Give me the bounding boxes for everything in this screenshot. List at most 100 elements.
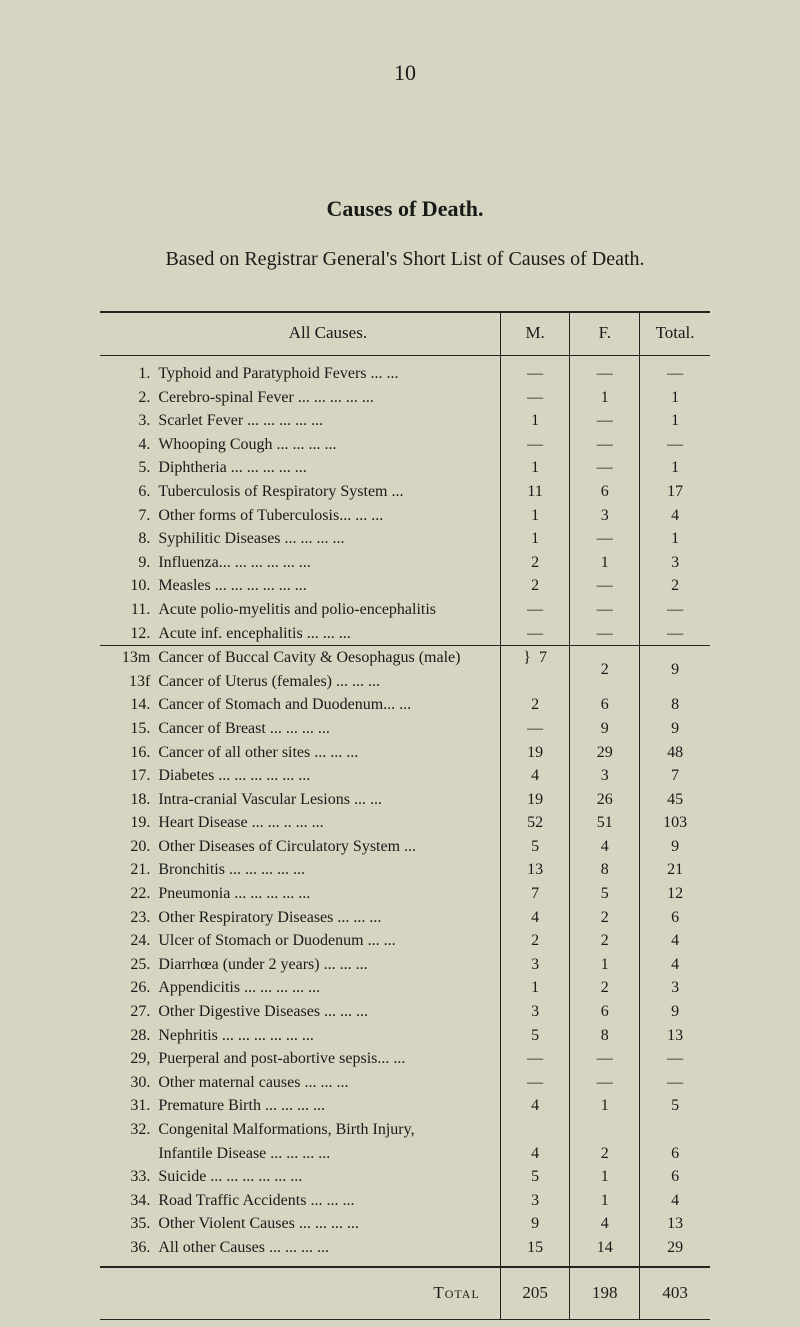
row-no: 31. <box>100 1094 154 1118</box>
table-row: 20.Other Diseases of Circulatory System … <box>100 835 710 859</box>
cell-f: — <box>570 456 640 480</box>
cell-f: 1 <box>570 1189 640 1213</box>
row-label: Puerperal and post-abortive sepsis... ..… <box>154 1047 500 1071</box>
cell-t: 1 <box>640 409 710 433</box>
row-no: 32. <box>100 1118 154 1142</box>
cell-f: 4 <box>570 835 640 859</box>
table-row: 36.All other Causes ... ... ... ...15142… <box>100 1236 710 1260</box>
table-row: 32.Congenital Malformations, Birth Injur… <box>100 1118 710 1142</box>
table-row: 19.Heart Disease ... ... .. ... ...52511… <box>100 811 710 835</box>
cell-f: 1 <box>570 386 640 410</box>
cell-t: 9 <box>640 646 710 694</box>
row-no: 11. <box>100 598 154 622</box>
cell-t: 2 <box>640 574 710 598</box>
cell-f: 3 <box>570 504 640 528</box>
cell-m: 19 <box>500 788 570 812</box>
row-label: Acute polio-myelitis and polio-encephali… <box>154 598 500 622</box>
cell-m: — <box>500 386 570 410</box>
table-row: 35.Other Violent Causes ... ... ... ...9… <box>100 1212 710 1236</box>
cell-f: 14 <box>570 1236 640 1260</box>
table-row: 23.Other Respiratory Diseases ... ... ..… <box>100 906 710 930</box>
cell-t: 13 <box>640 1024 710 1048</box>
cell-f: 9 <box>570 717 640 741</box>
cell-f: — <box>570 598 640 622</box>
row-label: Other Violent Causes ... ... ... ... <box>154 1212 500 1236</box>
cell-f: — <box>570 1047 640 1071</box>
row-no: 19. <box>100 811 154 835</box>
cell-m: 1 <box>500 527 570 551</box>
separator-row: 13m Cancer of Buccal Cavity & Oesophagus… <box>100 646 710 670</box>
cell-m: 1 <box>500 456 570 480</box>
cell-t: 1 <box>640 456 710 480</box>
cell-t: 3 <box>640 551 710 575</box>
total-f: 198 <box>570 1267 640 1319</box>
cell-f: 2 <box>570 1142 640 1166</box>
row-no: 10. <box>100 574 154 598</box>
row-no: 12. <box>100 622 154 646</box>
row-no: 25. <box>100 953 154 977</box>
cell-t: 1 <box>640 527 710 551</box>
row-no: 1. <box>100 362 154 386</box>
cell-m: 7 <box>500 882 570 906</box>
cell-m: 3 <box>500 1189 570 1213</box>
row-no: 6. <box>100 480 154 504</box>
cell-f: 6 <box>570 1000 640 1024</box>
cell-m <box>500 1118 570 1142</box>
row-no: 13f <box>100 670 154 694</box>
row-label: Typhoid and Paratyphoid Fevers ... ... <box>154 362 500 386</box>
row-no: 23. <box>100 906 154 930</box>
cell-m: 3 <box>500 953 570 977</box>
row-no: 4. <box>100 433 154 457</box>
causes-table: All Causes. M. F. Total. 1.Typhoid and P… <box>100 311 710 1320</box>
cell-t: — <box>640 1047 710 1071</box>
cell-f: 4 <box>570 1212 640 1236</box>
cell-m: 11 <box>500 480 570 504</box>
cell-f: — <box>570 433 640 457</box>
cell-t: — <box>640 622 710 646</box>
table-row: 18.Intra-cranial Vascular Lesions ... ..… <box>100 788 710 812</box>
cell-t: 9 <box>640 1000 710 1024</box>
cell-m: 3 <box>500 1000 570 1024</box>
row-no: 15. <box>100 717 154 741</box>
table-row: Infantile Disease ... ... ... ...426 <box>100 1142 710 1166</box>
cell-m: 4 <box>500 1094 570 1118</box>
row-label: Infantile Disease ... ... ... ... <box>154 1142 500 1166</box>
row-label: Bronchitis ... ... ... ... ... <box>154 858 500 882</box>
cell-f: 6 <box>570 693 640 717</box>
row-no: 29, <box>100 1047 154 1071</box>
row-label: Other Diseases of Circulatory System ... <box>154 835 500 859</box>
cell-t: 7 <box>640 764 710 788</box>
cell-f: 2 <box>570 976 640 1000</box>
cell-f: — <box>570 622 640 646</box>
row-no: 24. <box>100 929 154 953</box>
row-label: Other maternal causes ... ... ... <box>154 1071 500 1095</box>
cell-m: 5 <box>500 835 570 859</box>
row-label: Influenza... ... ... ... ... ... <box>154 551 500 575</box>
cell-m: 4 <box>500 764 570 788</box>
cell-m: } 7 <box>500 646 570 694</box>
cell-m: — <box>500 717 570 741</box>
table-row: 2.Cerebro-spinal Fever ... ... ... ... .… <box>100 386 710 410</box>
cell-t: 3 <box>640 976 710 1000</box>
cell-t: 8 <box>640 693 710 717</box>
cell-t: 4 <box>640 929 710 953</box>
total-row: Total 205 198 403 <box>100 1267 710 1319</box>
row-label: Heart Disease ... ... .. ... ... <box>154 811 500 835</box>
cell-m: — <box>500 362 570 386</box>
cell-t: 29 <box>640 1236 710 1260</box>
cell-f: — <box>570 527 640 551</box>
cell-t: 9 <box>640 835 710 859</box>
cell-t: 1 <box>640 386 710 410</box>
cell-t: — <box>640 598 710 622</box>
cell-m: 2 <box>500 929 570 953</box>
row-no: 22. <box>100 882 154 906</box>
row-no: 17. <box>100 764 154 788</box>
col-f: F. <box>570 312 640 356</box>
cell-m: — <box>500 433 570 457</box>
cell-f: — <box>570 574 640 598</box>
cell-t: 103 <box>640 811 710 835</box>
cell-f: — <box>570 362 640 386</box>
cell-m: 4 <box>500 1142 570 1166</box>
cell-f: 2 <box>570 646 640 694</box>
table-row: 25.Diarrhœa (under 2 years) ... ... ...3… <box>100 953 710 977</box>
